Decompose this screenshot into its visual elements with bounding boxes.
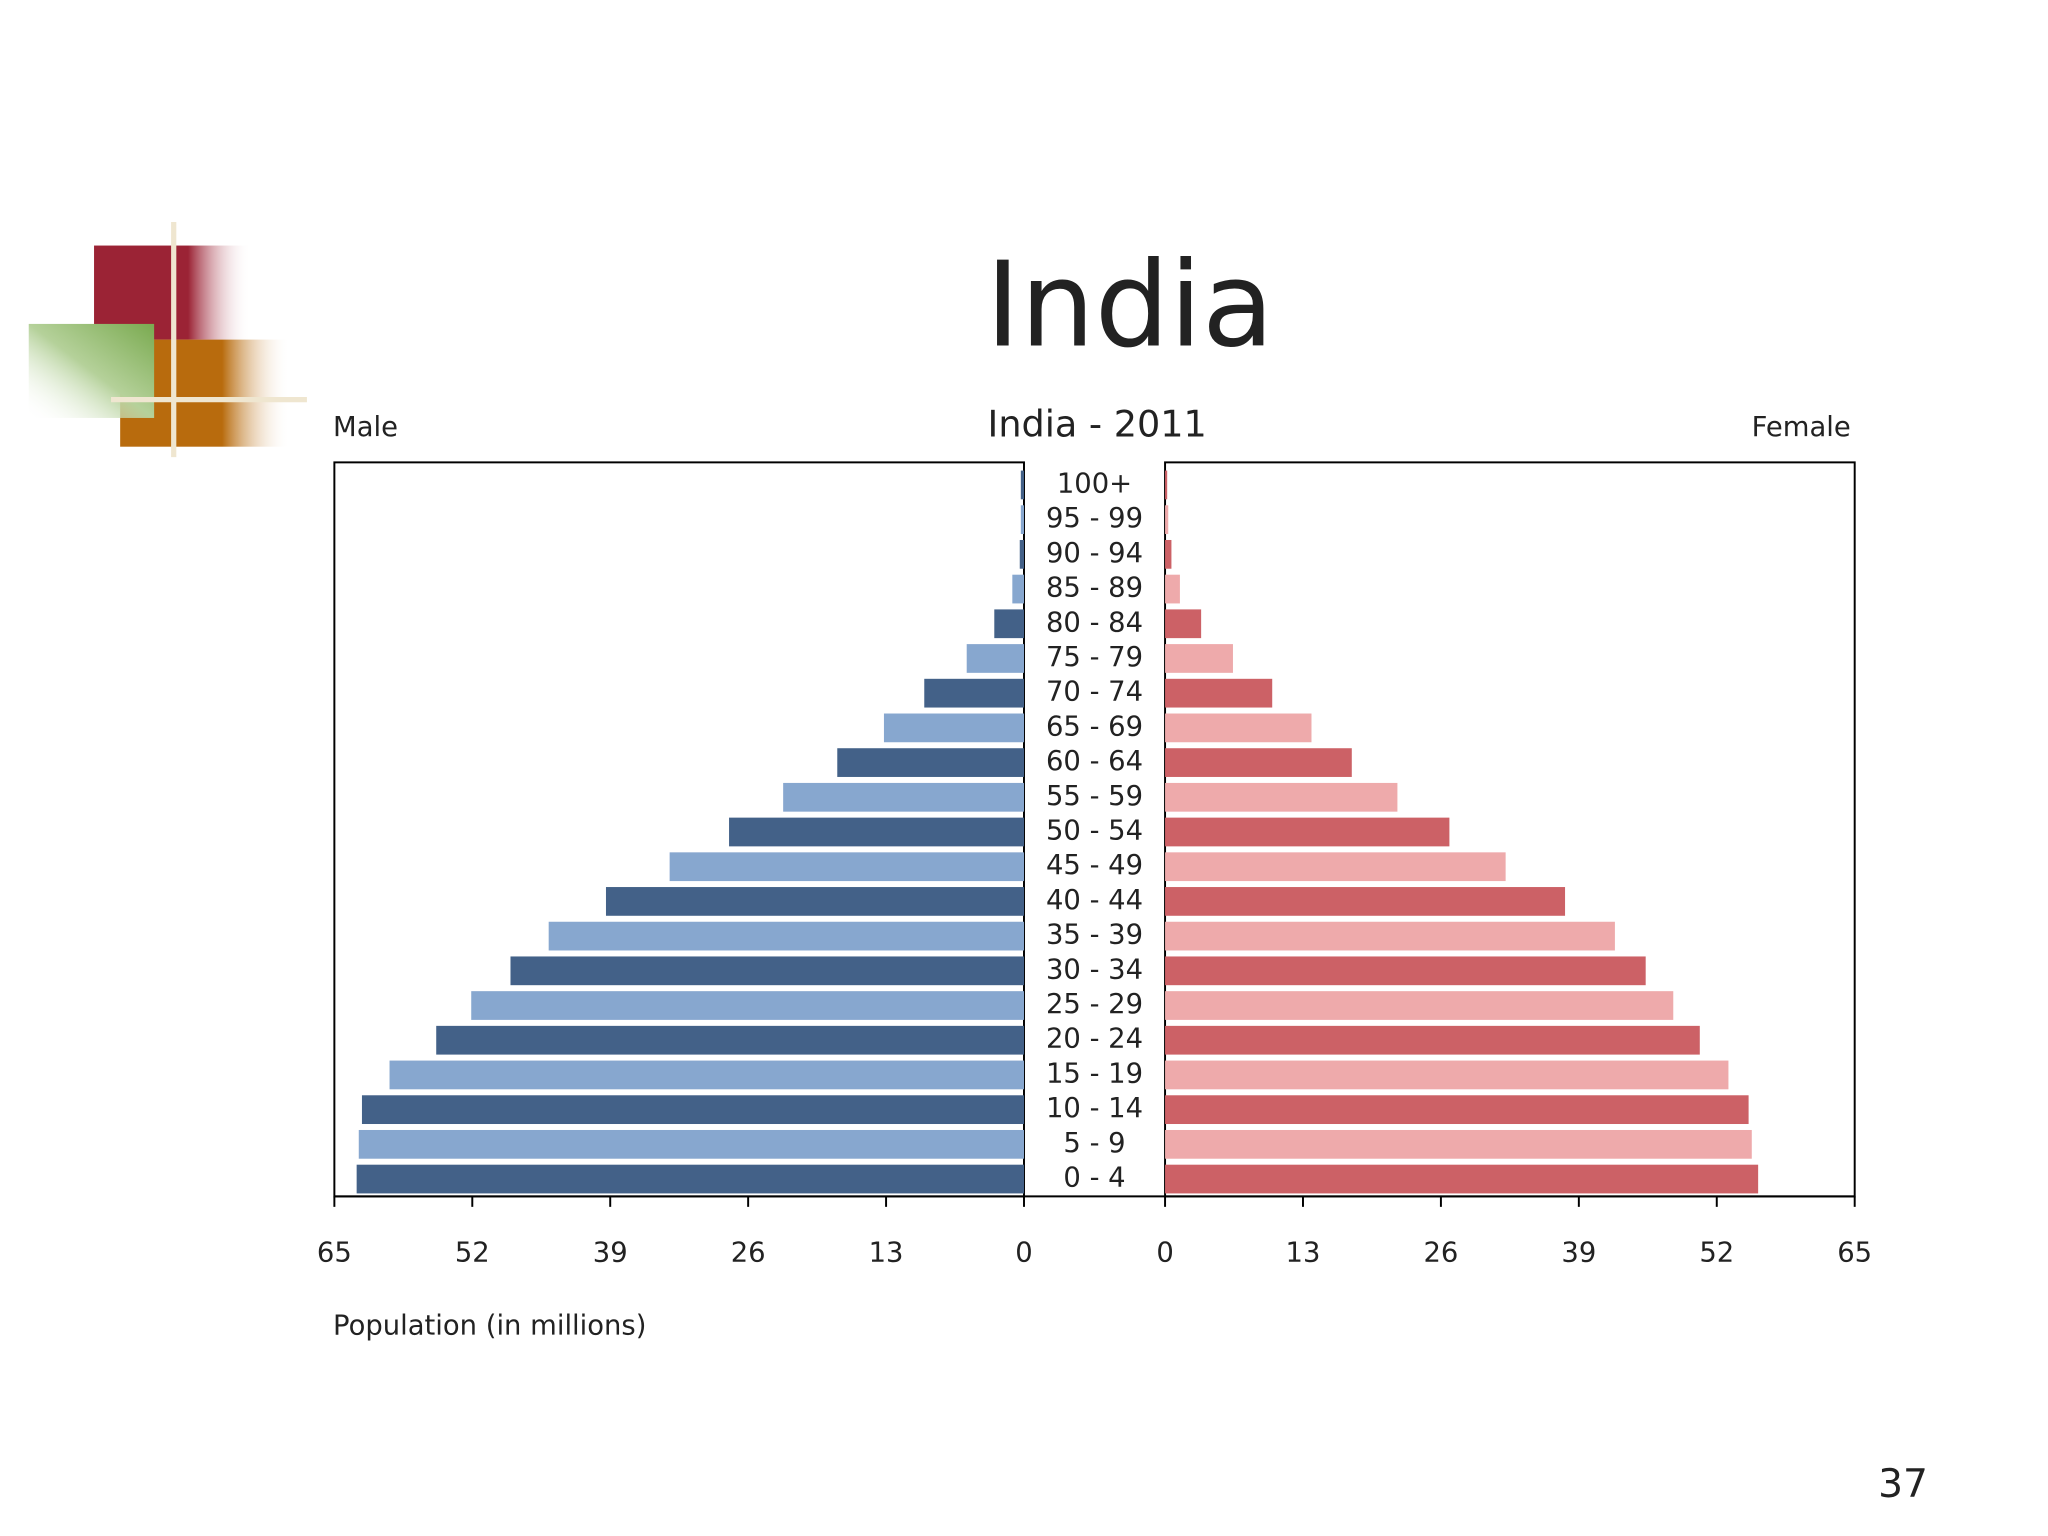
bar [1165, 887, 1566, 916]
bar [1165, 609, 1202, 639]
bar [1020, 505, 1024, 535]
category-label: 85 - 89 [1046, 573, 1143, 604]
bar [436, 1025, 1024, 1055]
x-tick-label: 52 [1699, 1237, 1734, 1268]
bar [1165, 539, 1172, 569]
page-number: 37 [1878, 1462, 1928, 1507]
bar [605, 887, 1024, 916]
bar [356, 1164, 1024, 1194]
x-tick-label: 0 [1156, 1237, 1173, 1268]
category-label: 15 - 19 [1046, 1058, 1143, 1089]
decoration [28, 222, 307, 458]
bar [1012, 574, 1024, 604]
bar [1165, 678, 1273, 708]
bar [471, 991, 1024, 1020]
category-label: 0 - 4 [1063, 1163, 1125, 1194]
bar [1165, 852, 1506, 882]
category-label: 40 - 44 [1046, 885, 1143, 916]
bar [1165, 817, 1450, 847]
category-label: 80 - 84 [1046, 607, 1143, 638]
x-tick-label: 39 [1561, 1237, 1596, 1268]
bar [1165, 1060, 1729, 1090]
bar [1165, 1025, 1700, 1055]
bar [1165, 574, 1180, 604]
bar [548, 921, 1024, 951]
category-label: 50 - 54 [1046, 816, 1143, 847]
category-label: 30 - 34 [1046, 954, 1143, 985]
category-label: 35 - 39 [1046, 920, 1143, 951]
bar [510, 956, 1025, 986]
bar [1165, 713, 1312, 743]
category-label: 5 - 9 [1063, 1128, 1125, 1159]
category-label: 20 - 24 [1046, 1024, 1143, 1055]
category-label: 65 - 69 [1046, 711, 1143, 742]
bar [358, 1129, 1024, 1159]
x-tick-label: 26 [1423, 1237, 1458, 1268]
bar [994, 609, 1024, 639]
x-tick-label: 13 [869, 1237, 904, 1268]
x-axis-label: Population (in millions) [333, 1311, 646, 1342]
bar [669, 852, 1024, 882]
category-label: 45 - 49 [1046, 850, 1143, 881]
category-label: 25 - 29 [1046, 989, 1143, 1020]
x-tick-label: 39 [593, 1237, 628, 1268]
bar [1165, 505, 1169, 535]
bar [966, 644, 1024, 673]
side-label: Female [1752, 412, 1851, 443]
bar [1165, 1095, 1749, 1125]
chart-title: India - 2011 [988, 402, 1207, 445]
category-label: 55 - 59 [1046, 781, 1143, 812]
category-label: 70 - 74 [1046, 677, 1143, 708]
category-label: 75 - 79 [1046, 642, 1143, 673]
bar [1165, 644, 1233, 673]
bar [1165, 782, 1398, 812]
side-label: Male [333, 412, 398, 443]
x-tick-label: 0 [1015, 1237, 1032, 1268]
category-label: 100+ [1057, 468, 1132, 499]
category-label: 95 - 99 [1046, 503, 1143, 534]
bar [1020, 470, 1024, 500]
bar [1165, 470, 1168, 500]
x-tick-label: 26 [731, 1237, 766, 1268]
bar [361, 1095, 1024, 1125]
slide-title: India [986, 237, 1274, 374]
x-tick-label: 13 [1286, 1237, 1321, 1268]
x-tick-label: 52 [455, 1237, 490, 1268]
bar [1019, 539, 1024, 569]
bar [837, 748, 1024, 777]
category-label: 10 - 14 [1046, 1093, 1143, 1124]
category-label: 60 - 64 [1046, 746, 1143, 777]
bar [1165, 956, 1646, 986]
category-label: 90 - 94 [1046, 538, 1143, 569]
bar [389, 1060, 1024, 1090]
bar [1165, 1129, 1752, 1159]
x-tick-label: 65 [1837, 1237, 1872, 1268]
bar [783, 782, 1024, 812]
bar [729, 817, 1024, 847]
bar [1165, 991, 1674, 1020]
bar [924, 678, 1024, 708]
bar [1165, 748, 1352, 777]
bar [1165, 1164, 1759, 1194]
x-tick-label: 65 [317, 1237, 352, 1268]
bar [883, 713, 1024, 743]
bar [1165, 921, 1615, 951]
